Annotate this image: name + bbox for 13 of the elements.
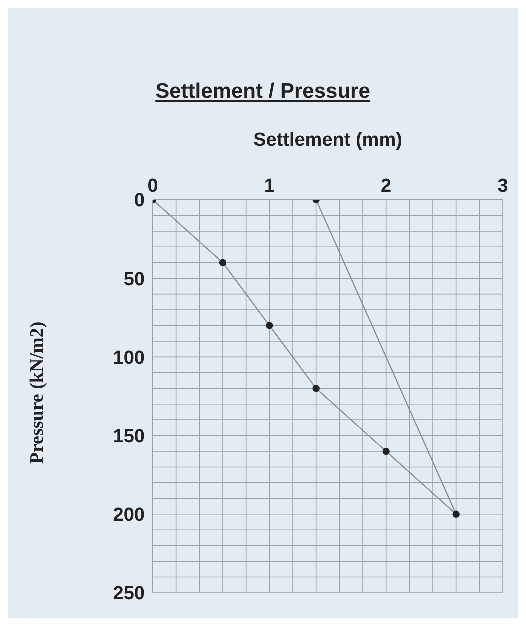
y-tick-label: 100 [113, 348, 145, 369]
x-tick-label: 1 [264, 176, 276, 197]
x-axis-title: Settlement (mm) [252, 130, 404, 152]
y-tick-label: 250 [113, 584, 145, 605]
y-tick-label: 0 [134, 190, 145, 212]
chart-title: Settlement / Pressure [154, 80, 372, 104]
y-tick-label: 200 [113, 505, 145, 526]
y-tick-label: 50 [124, 269, 145, 290]
y-axis-title: Pressure (kN/m2) [27, 322, 49, 464]
x-tick-label: 3 [498, 176, 508, 197]
y-tick-label: 150 [113, 426, 145, 448]
x-tick-label: 2 [381, 176, 392, 197]
x-tick-label: 0 [148, 176, 158, 197]
